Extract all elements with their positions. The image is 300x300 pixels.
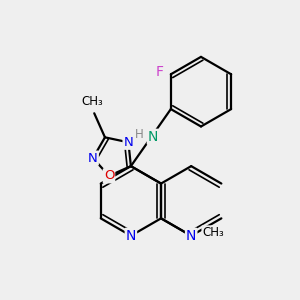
Text: CH₃: CH₃: [81, 95, 103, 108]
Text: N: N: [186, 229, 196, 243]
Text: N: N: [148, 130, 158, 144]
Text: O: O: [104, 169, 114, 182]
Text: N: N: [88, 152, 98, 165]
Text: H: H: [135, 128, 143, 141]
Text: CH₃: CH₃: [202, 226, 224, 239]
Text: F: F: [155, 65, 163, 79]
Text: N: N: [126, 229, 136, 243]
Text: N: N: [124, 136, 133, 149]
